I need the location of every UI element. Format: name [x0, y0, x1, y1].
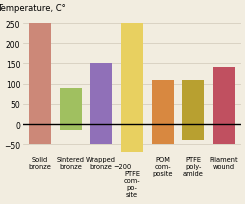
Bar — [90, 64, 112, 144]
Text: PTFE
com-
po-
site: PTFE com- po- site — [124, 171, 140, 197]
Bar — [29, 24, 51, 144]
Bar — [182, 80, 204, 141]
Text: −200: −200 — [114, 164, 132, 170]
Bar — [213, 68, 235, 144]
Bar — [121, 24, 143, 153]
Bar — [152, 80, 174, 144]
Text: Temperature, C°: Temperature, C° — [0, 4, 66, 13]
Bar — [60, 88, 82, 130]
